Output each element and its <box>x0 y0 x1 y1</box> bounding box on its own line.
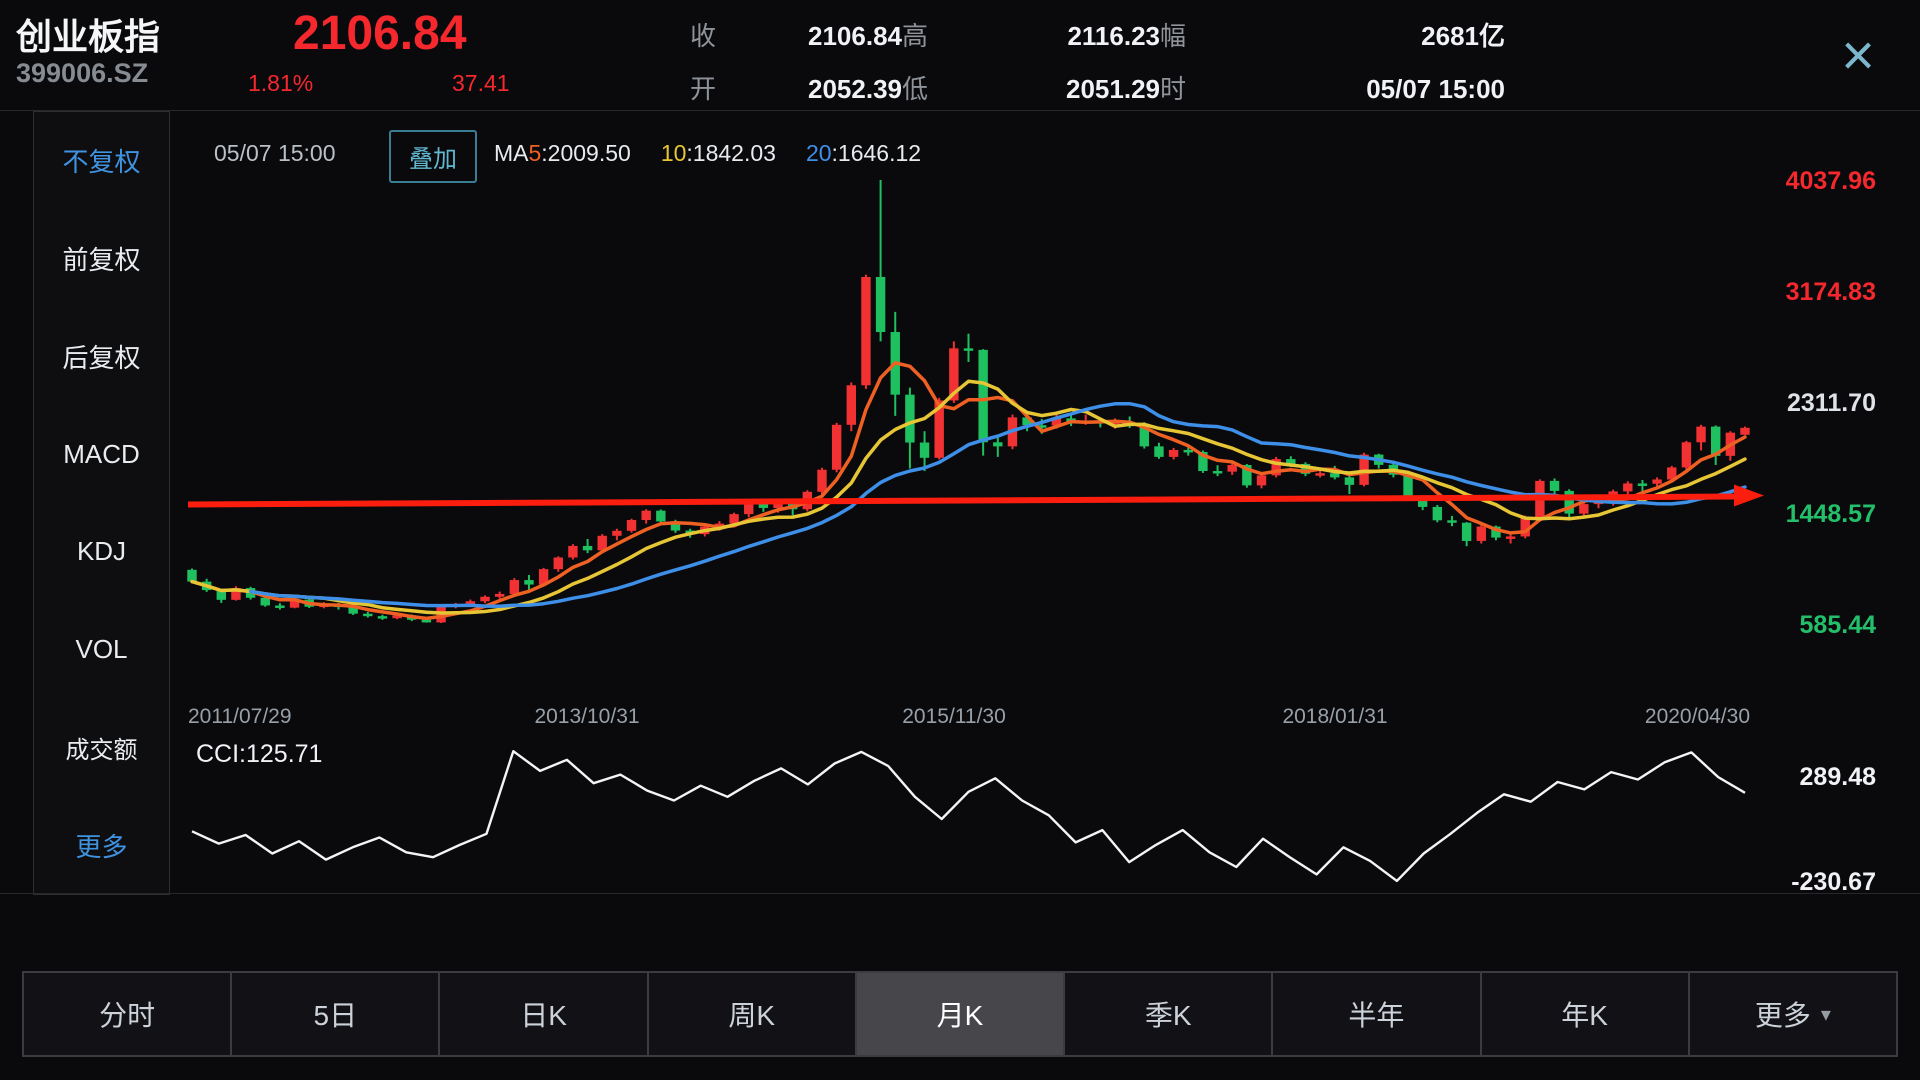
stat-label: 幅 <box>1160 21 1187 51</box>
period-tabbar: 分时 5日 日K 周K 月K 季K 半年 年K 更多 ▾ <box>22 971 1898 1057</box>
stat-low: 低 2051.29 <box>902 69 1160 106</box>
sidebar-item-backward-adjust[interactable]: 后复权 <box>62 342 141 373</box>
ma10-legend: 10:1842.03 <box>661 140 776 167</box>
stat-label: 低 <box>902 74 929 104</box>
x-axis-date: 2013/10/31 <box>534 705 640 728</box>
tab-monthly-k[interactable]: 月K <box>856 973 1066 1055</box>
chart-sidebar: 不复权 前复权 后复权 MACD KDJ VOL 成交额 更多 <box>33 111 170 895</box>
ma10-period: 10 <box>660 140 687 166</box>
ma20-period: 20 <box>805 140 832 166</box>
stat-value: 2051.29 <box>1066 74 1160 104</box>
ma-legend: MA 5:2009.50 10:1842.03 20:1646.12 <box>494 140 921 167</box>
sidebar-item-no-adjust[interactable]: 不复权 <box>62 147 141 178</box>
chart-bottom-divider <box>0 893 1920 894</box>
cci-max-label: 289.48 <box>1799 763 1876 791</box>
ma5-legend: MA 5:2009.50 <box>494 140 631 167</box>
ma10-value: :1842.03 <box>686 140 776 166</box>
tab-half-year[interactable]: 半年 <box>1273 973 1482 1055</box>
x-axis-date: 2018/01/31 <box>1282 705 1388 728</box>
stat-turnover: 幅 2681亿 <box>1160 16 1505 53</box>
ma5-period: 5 <box>528 140 542 166</box>
y-axis-label: 2311.70 <box>1787 389 1876 417</box>
tab-quarterly-k[interactable]: 季K <box>1065 973 1274 1055</box>
tab-5day[interactable]: 5日 <box>232 973 441 1055</box>
y-axis-label-min: 585.44 <box>1799 611 1876 639</box>
quote-stats: 收 2106.84 高 2116.23 幅 2681亿 开 2052.39 低 … <box>690 16 1505 106</box>
stat-value: 2052.39 <box>808 74 902 104</box>
sidebar-item-kdj[interactable]: KDJ <box>76 536 127 567</box>
tab-intraday[interactable]: 分时 <box>24 973 233 1055</box>
ma20-value: :1646.12 <box>831 140 922 166</box>
x-axis-date: 2020/04/30 <box>1644 705 1750 728</box>
triangle-down-icon: ▾ <box>1820 1003 1831 1026</box>
sidebar-item-more[interactable]: 更多 <box>75 831 128 862</box>
sidebar-item-turnover[interactable]: 成交额 <box>65 736 138 764</box>
cci-value-label: CCI:125.71 <box>196 740 323 768</box>
x-axis-date: 2015/11/30 <box>902 705 1006 728</box>
stat-label: 开 <box>690 74 717 104</box>
tab-yearly-k[interactable]: 年K <box>1482 973 1690 1055</box>
tab-more[interactable]: 更多 ▾ <box>1690 973 1896 1055</box>
sidebar-item-vol[interactable]: VOL <box>75 634 128 665</box>
tab-weekly-k[interactable]: 周K <box>649 973 857 1055</box>
header-divider <box>0 110 1920 111</box>
cci-min-label: -230.67 <box>1791 868 1876 896</box>
stat-value: 05/07 15:00 <box>1366 74 1505 104</box>
change-absolute: 37.41 <box>452 70 510 96</box>
y-axis-label: 1448.57 <box>1785 500 1876 528</box>
crosshair-datetime: 05/07 15:00 <box>214 140 336 166</box>
stat-high: 高 2116.23 <box>902 16 1160 53</box>
ma-prefix: MA <box>494 140 529 166</box>
stat-close: 收 2106.84 <box>690 16 902 53</box>
stat-label: 时 <box>1160 74 1187 104</box>
stat-time: 时 05/07 15:00 <box>1160 69 1505 106</box>
last-price: 2106.84 <box>293 7 467 60</box>
y-axis-label-max: 4037.96 <box>1785 167 1876 195</box>
tab-more-label: 更多 <box>1754 1000 1811 1031</box>
stat-open: 开 2052.39 <box>690 69 902 106</box>
ma5-value: :2009.50 <box>541 140 631 166</box>
page-title: 创业板指 <box>16 16 161 57</box>
stat-value: 2116.23 <box>1067 21 1160 51</box>
y-axis-label: 3174.83 <box>1785 278 1876 306</box>
sidebar-item-macd[interactable]: MACD <box>63 438 140 469</box>
close-button[interactable]: × <box>1816 14 1900 98</box>
close-icon: × <box>1841 23 1875 88</box>
stat-label: 收 <box>690 21 717 51</box>
sidebar-item-forward-adjust[interactable]: 前复权 <box>62 245 141 276</box>
overlay-button[interactable]: 叠加 <box>389 130 477 183</box>
change-percent: 1.81% <box>248 70 314 96</box>
stat-label: 高 <box>902 21 929 51</box>
tab-daily-k[interactable]: 日K <box>440 973 649 1055</box>
ma20-legend: 20:1646.12 <box>806 140 921 167</box>
stat-value: 2681亿 <box>1421 21 1505 51</box>
stock-code: 399006.SZ <box>16 58 149 88</box>
stat-value: 2106.84 <box>808 21 902 51</box>
x-axis-date: 2011/07/29 <box>188 705 292 728</box>
